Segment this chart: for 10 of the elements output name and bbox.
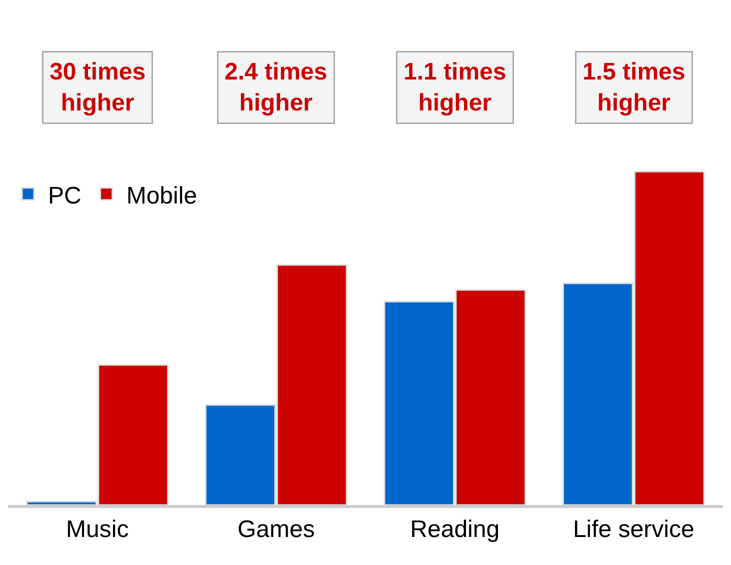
text: 1.5 times higher (582, 58, 686, 117)
x-tick-label: Reading (410, 516, 500, 543)
x-tick-label: Music (66, 516, 129, 543)
legend-label: Mobile (126, 182, 198, 210)
x-tick-label: Games (237, 516, 315, 543)
legend-label: PC (48, 182, 82, 210)
text: 30 times higher (50, 58, 146, 117)
x-tick-label: Life service (572, 516, 694, 543)
text: 2.4 times higher (224, 58, 328, 117)
text: 1.1 times higher (404, 58, 506, 117)
